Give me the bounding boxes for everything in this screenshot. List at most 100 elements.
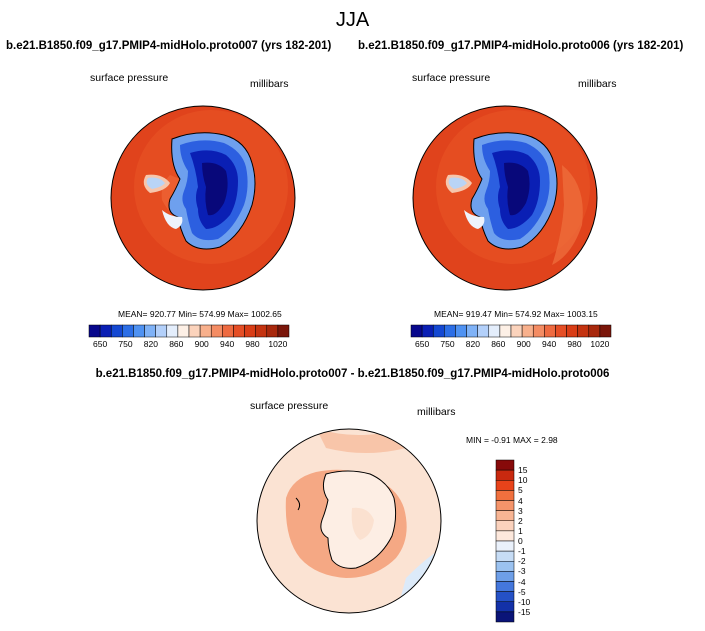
panel-1-stats: MEAN= 920.77 Min= 574.99 Max= 1002.65	[118, 309, 282, 319]
colorbar-swatch	[432, 324, 445, 338]
colorbar-swatch	[495, 530, 515, 542]
colorbar-tick-label: 10	[518, 475, 528, 486]
colorbar-tick-label: 980	[245, 339, 260, 349]
diff-units-label: millibars	[417, 406, 456, 418]
panel-2-colorbar	[410, 324, 612, 338]
colorbar-swatch	[233, 324, 245, 338]
colorbar-tick-label: 1	[518, 525, 523, 536]
panel-2-polar-map	[412, 105, 598, 291]
panel-1-variable-label: surface pressure	[90, 72, 169, 84]
colorbar-swatch	[122, 324, 134, 338]
panel-1-units-label: millibars	[250, 78, 289, 90]
diff-stats: MIN = -0.91 MAX = 2.98	[466, 435, 558, 445]
colorbar-swatch	[110, 324, 123, 338]
colorbar-swatch	[277, 324, 290, 338]
panel-1-polar-map	[110, 105, 296, 291]
colorbar-tick-label: 860	[491, 339, 506, 349]
colorbar-tick-label: 2	[518, 515, 523, 526]
colorbar-swatch	[495, 591, 515, 602]
colorbar-swatch	[222, 324, 234, 338]
colorbar-swatch	[495, 510, 515, 521]
diff-variable-label: surface pressure	[250, 400, 329, 412]
colorbar-swatch	[495, 520, 515, 532]
colorbar-swatch	[599, 324, 612, 338]
colorbar-swatch	[495, 469, 515, 481]
colorbar-tick-label: 1020	[268, 339, 288, 349]
colorbar-tick-label: 900	[194, 339, 209, 349]
panel-1-colorbar-ticks: 650 750 820 860 900 940 980 1020	[89, 339, 289, 351]
colorbar-swatch	[495, 611, 515, 623]
colorbar-tick-label: -1	[518, 546, 526, 557]
colorbar-swatch	[566, 324, 578, 338]
colorbar-swatch	[410, 324, 423, 338]
colorbar-tick-label: 650	[415, 339, 430, 349]
panel-2-variable-label: surface pressure	[412, 72, 491, 84]
colorbar-swatch	[455, 324, 467, 338]
colorbar-tick-label: 820	[465, 339, 480, 349]
colorbar-swatch	[255, 324, 268, 338]
colorbar-tick-label: 3	[518, 505, 523, 516]
colorbar-swatch	[477, 324, 490, 338]
colorbar-swatch	[495, 601, 515, 613]
colorbar-swatch	[555, 324, 567, 338]
panel-1-colorbar	[88, 324, 290, 338]
colorbar-swatch	[210, 324, 223, 338]
colorbar-tick-label: 650	[93, 339, 108, 349]
colorbar-tick-label: -4	[518, 576, 526, 587]
colorbar-swatch	[495, 500, 515, 511]
colorbar-swatch	[266, 324, 279, 338]
colorbar-tick-label: 15	[518, 465, 528, 476]
colorbar-tick-label: -2	[518, 556, 526, 567]
colorbar-swatch	[588, 324, 601, 338]
colorbar-tick-label: 860	[169, 339, 184, 349]
colorbar-swatch	[495, 561, 515, 572]
colorbar-tick-label: 940	[220, 339, 235, 349]
colorbar-swatch	[532, 324, 545, 338]
colorbar-swatch	[244, 324, 256, 338]
diff-colorbar-ticks: 15 10 5 4 3 2 1 0 -1 -2 -3 -4 -5 -10 -15	[518, 460, 548, 622]
colorbar-swatch	[133, 324, 145, 338]
colorbar-swatch	[495, 571, 515, 582]
colorbar-tick-label: 820	[143, 339, 158, 349]
colorbar-tick-label: 940	[542, 339, 557, 349]
colorbar-swatch	[88, 324, 101, 338]
panel-2-stats: MEAN= 919.47 Min= 574.92 Max= 1003.15	[434, 309, 598, 319]
colorbar-swatch	[495, 480, 515, 491]
colorbar-swatch	[510, 324, 523, 338]
colorbar-tick-label: -5	[518, 586, 526, 597]
panel-2-case-title: b.e21.B1850.f09_g17.PMIP4-midHolo.proto0…	[358, 40, 684, 52]
colorbar-swatch	[466, 324, 478, 338]
colorbar-swatch	[421, 324, 434, 338]
colorbar-tick-label: 980	[567, 339, 582, 349]
colorbar-swatch	[495, 490, 515, 501]
colorbar-tick-label: 5	[518, 485, 523, 496]
colorbar-tick-label: -3	[518, 566, 526, 577]
colorbar-tick-label: 750	[118, 339, 133, 349]
colorbar-swatch	[495, 550, 515, 562]
colorbar-swatch	[495, 581, 515, 592]
colorbar-swatch	[99, 324, 112, 338]
colorbar-swatch	[521, 324, 534, 338]
colorbar-swatch	[499, 324, 512, 338]
colorbar-tick-label: -10	[518, 596, 531, 607]
colorbar-swatch	[577, 324, 590, 338]
colorbar-swatch	[544, 324, 556, 338]
colorbar-swatch	[444, 324, 456, 338]
colorbar-tick-label: 900	[516, 339, 531, 349]
season-title: JJA	[335, 9, 370, 31]
diff-polar-map	[256, 428, 442, 614]
colorbar-swatch	[177, 324, 190, 338]
panel-1-case-title: b.e21.B1850.f09_g17.PMIP4-midHolo.proto0…	[6, 40, 332, 52]
panel-2-units-label: millibars	[578, 78, 617, 90]
colorbar-tick-label: 0	[518, 536, 523, 546]
colorbar-tick-label: -15	[518, 606, 531, 617]
colorbar-tick-label: 4	[518, 495, 523, 506]
colorbar-swatch	[495, 540, 515, 552]
colorbar-swatch	[155, 324, 168, 338]
colorbar-swatch	[166, 324, 179, 338]
colorbar-swatch	[488, 324, 501, 338]
colorbar-swatch	[188, 324, 201, 338]
colorbar-swatch	[199, 324, 212, 338]
colorbar-swatch	[144, 324, 156, 338]
diff-colorbar	[495, 459, 515, 623]
